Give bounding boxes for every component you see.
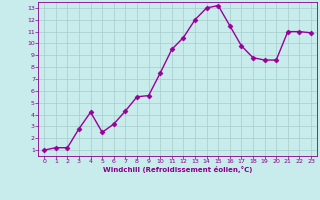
X-axis label: Windchill (Refroidissement éolien,°C): Windchill (Refroidissement éolien,°C) bbox=[103, 166, 252, 173]
